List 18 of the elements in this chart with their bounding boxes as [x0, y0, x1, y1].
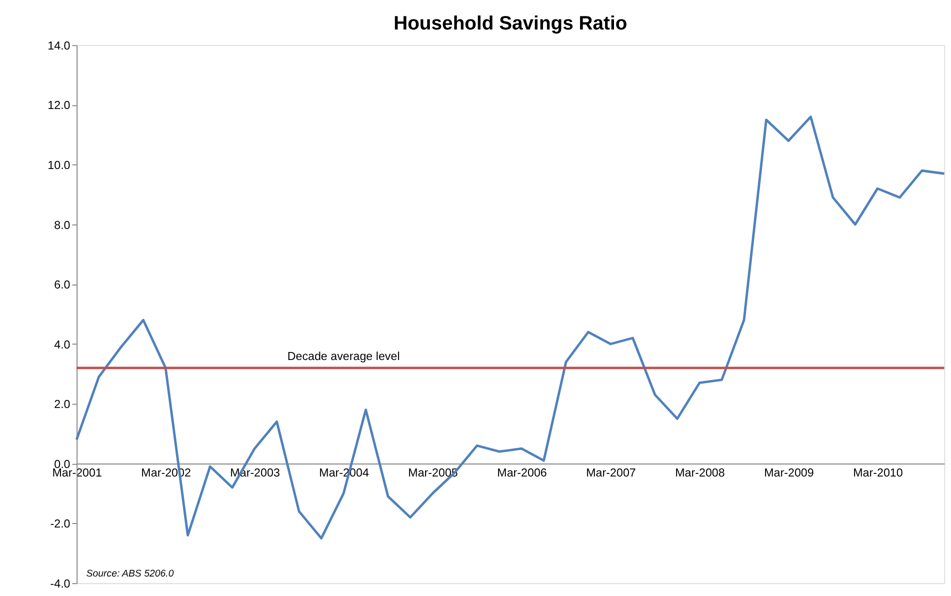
- y-tick-label: -2.0: [50, 518, 71, 531]
- y-tick-label: 14.0: [48, 39, 71, 52]
- chart-title: Household Savings Ratio: [394, 12, 628, 35]
- y-tick-label: 2.0: [54, 398, 71, 412]
- y-tick-label: -4.0: [50, 577, 71, 590]
- x-tick-label: Mar-2008: [675, 466, 725, 480]
- y-tick-label: 8.0: [54, 218, 71, 232]
- y-tick-label: 10.0: [48, 159, 71, 172]
- x-tick-label: Mar-2009: [764, 466, 814, 480]
- x-tick-label: Mar-2001: [52, 466, 102, 480]
- x-tick-label: Mar-2007: [586, 466, 636, 480]
- y-tick-label: 12.0: [48, 99, 71, 112]
- annotation: Source: ABS 5206.0: [86, 568, 174, 580]
- ref-line-label: Decade average level: [287, 350, 400, 364]
- x-tick-label: Mar-2010: [853, 466, 904, 480]
- y-tick-label: 6.0: [54, 278, 71, 292]
- x-tick-label: Mar-2006: [497, 466, 547, 480]
- y-tick-label: 4.0: [54, 338, 71, 352]
